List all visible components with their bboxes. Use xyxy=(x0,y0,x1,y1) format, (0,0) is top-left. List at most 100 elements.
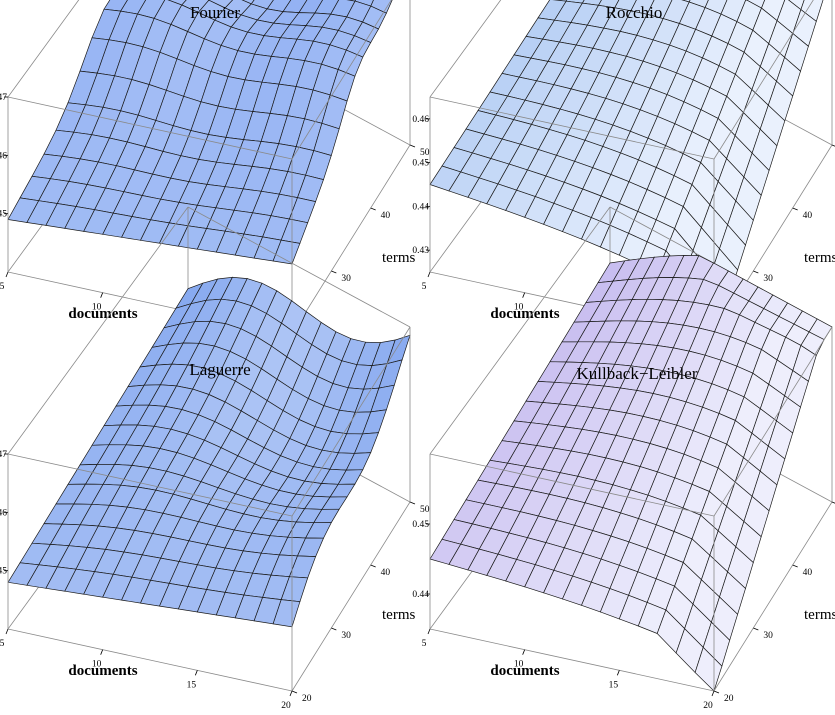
surface-mesh xyxy=(7,276,411,628)
y-tick-label: 30 xyxy=(763,631,773,641)
x-tick-mark xyxy=(522,292,526,298)
x-tick-mark xyxy=(100,649,104,655)
z-tick-label: 0.43 xyxy=(412,246,429,256)
surface-mesh xyxy=(429,255,833,692)
y-tick-mark xyxy=(370,207,376,211)
z-tick-label: 0.44 xyxy=(412,590,429,600)
x-tick-mark xyxy=(616,670,620,676)
x-tick-mark xyxy=(5,628,9,635)
z-tick-label: 0.46 xyxy=(412,115,429,125)
y-axis-label: terms xyxy=(382,607,415,623)
box-edge xyxy=(7,0,80,98)
z-tick-label: 0.45 xyxy=(412,520,429,530)
y-tick-label: 20 xyxy=(302,694,312,704)
box-edge xyxy=(429,206,611,455)
x-tick-label: 10 xyxy=(92,660,102,670)
y-tick-mark xyxy=(792,207,798,211)
box-edge xyxy=(429,96,715,160)
y-axis-label: terms xyxy=(382,250,415,266)
x-tick-label: 5 xyxy=(422,639,427,649)
box-edge xyxy=(713,326,833,517)
chart-title: Laguerre xyxy=(189,360,250,379)
x-tick-label: 10 xyxy=(514,660,524,670)
surface-facet xyxy=(694,646,723,692)
x-axis-label: documents xyxy=(68,663,137,679)
y-axis-label: terms xyxy=(804,250,835,266)
box-edge xyxy=(713,0,814,160)
x-tick-mark xyxy=(711,690,715,697)
surface-panel: 5 10 15 20 20 30 40 50 0.45 0.46 0.47 Laguerre docum… xyxy=(0,206,430,711)
y-tick-label: 40 xyxy=(803,211,813,221)
y-tick-mark xyxy=(409,501,416,505)
box-edge xyxy=(429,628,715,692)
surface-panel: 5101520203040500.450.460.47Fourierdocume… xyxy=(0,0,430,354)
z-tick-label: 0.47 xyxy=(0,450,7,460)
box-edge xyxy=(7,453,293,517)
surface-facet xyxy=(272,599,301,628)
x-tick-mark xyxy=(194,670,198,676)
x-tick-mark xyxy=(100,292,104,298)
x-tick-label: 10 xyxy=(92,303,102,313)
box-edge xyxy=(291,501,411,692)
z-tick-label: 0.45 xyxy=(0,210,7,220)
x-tick-label: 15 xyxy=(609,680,619,690)
surface-mesh xyxy=(7,0,393,265)
x-axis-label: documents xyxy=(68,306,137,322)
box-edge xyxy=(291,0,392,160)
y-tick-mark xyxy=(331,270,337,274)
y-tick-mark xyxy=(409,144,416,148)
y-tick-label: 30 xyxy=(763,274,773,284)
chart-title: Rocchio xyxy=(606,3,663,22)
y-tick-label: 30 xyxy=(341,631,351,641)
y-tick-mark xyxy=(792,564,798,568)
x-tick-label: 5 xyxy=(422,282,427,292)
y-tick-label: 40 xyxy=(381,211,391,221)
x-tick-label: 5 xyxy=(0,639,5,649)
surface-panel: 5 10 15 20 20 30 40 50 0.44 0.45 Kullback−Leibler d… xyxy=(412,206,835,711)
surface-facet xyxy=(272,239,301,265)
x-tick-label: 15 xyxy=(187,680,197,690)
box-edge xyxy=(291,144,411,335)
x-axis-label: documents xyxy=(490,663,559,679)
y-tick-label: 20 xyxy=(724,694,734,704)
z-tick-label: 0.45 xyxy=(0,567,7,577)
box-edge xyxy=(187,206,411,328)
y-tick-label: 50 xyxy=(420,148,430,158)
x-tick-mark xyxy=(427,271,431,278)
chart-title: Fourier xyxy=(190,3,240,22)
y-tick-label: 40 xyxy=(381,568,391,578)
z-tick-label: 0.46 xyxy=(0,508,7,518)
box-edge xyxy=(713,501,833,692)
y-tick-mark xyxy=(753,270,759,274)
box-edge xyxy=(429,453,715,517)
box-edge xyxy=(429,0,502,98)
y-tick-label: 40 xyxy=(803,568,813,578)
y-axis-label: terms xyxy=(804,607,835,623)
z-tick-label: 0.45 xyxy=(412,159,429,169)
y-tick-label: 30 xyxy=(341,274,351,284)
box-edge xyxy=(291,326,411,517)
x-tick-label: 20 xyxy=(703,701,713,711)
x-tick-mark xyxy=(289,690,293,697)
x-tick-label: 10 xyxy=(514,303,524,313)
y-tick-label: 50 xyxy=(420,505,430,515)
chart-title: Kullback−Leibler xyxy=(577,364,698,383)
x-tick-label: 20 xyxy=(281,701,291,711)
x-tick-mark xyxy=(427,628,431,635)
x-axis-label: documents xyxy=(490,306,559,322)
y-tick-mark xyxy=(370,564,376,568)
z-tick-label: 0.47 xyxy=(0,93,7,103)
box-edge xyxy=(7,206,189,455)
y-tick-mark xyxy=(753,627,759,631)
z-tick-label: 0.46 xyxy=(0,151,7,161)
x-tick-mark xyxy=(5,271,9,278)
z-tick-label: 0.44 xyxy=(412,202,429,212)
y-tick-mark xyxy=(331,627,337,631)
box-edge xyxy=(7,628,293,692)
y-tick-mark xyxy=(291,690,298,694)
box-edge xyxy=(7,96,293,160)
x-tick-mark xyxy=(522,649,526,655)
x-tick-label: 5 xyxy=(0,282,5,292)
y-tick-mark xyxy=(713,690,720,694)
